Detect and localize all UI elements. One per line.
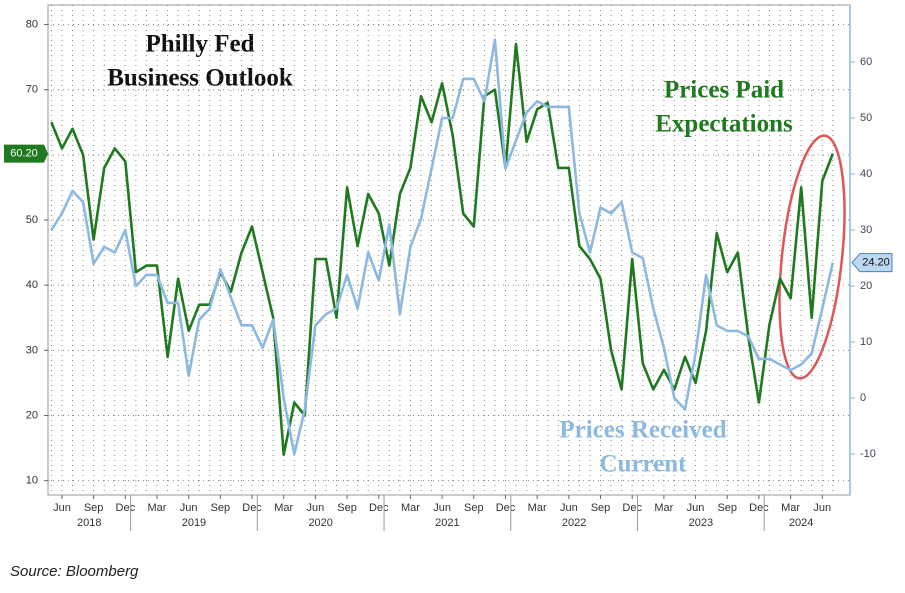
highlight-ellipse	[778, 134, 846, 380]
year-label: 2024	[789, 517, 813, 529]
series-label: Prices Received	[559, 417, 726, 444]
y2-tick-label: 0	[860, 392, 866, 404]
chart-title: Business Outlook	[107, 65, 293, 92]
x-tick-label: Dec	[242, 502, 262, 514]
y2-tick-label: 60	[860, 56, 872, 68]
y-tick-label: 10	[26, 475, 38, 487]
x-tick-label: Sep	[211, 502, 231, 514]
x-tick-label: Jun	[687, 502, 705, 514]
y2-tick-label: 10	[860, 336, 872, 348]
year-label: 2022	[562, 517, 586, 529]
year-label: 2020	[308, 517, 332, 529]
x-tick-label: Dec	[369, 502, 389, 514]
year-label: 2023	[689, 517, 713, 529]
y2-tick-label: 40	[860, 168, 872, 180]
x-tick-label: Jun	[180, 502, 198, 514]
y-tick-label: 70	[26, 84, 38, 96]
chart-title: Philly Fed	[145, 31, 254, 58]
year-label: 2021	[435, 517, 459, 529]
x-tick-label: Jun	[53, 502, 71, 514]
y-tick-label: 30	[26, 344, 38, 356]
x-tick-label: Mar	[274, 502, 293, 514]
y-tick-label: 50	[26, 214, 38, 226]
x-tick-label: Jun	[813, 502, 831, 514]
y2-tick-label: 20	[860, 280, 872, 292]
series-label: Current	[599, 451, 687, 478]
series-label: Prices Paid	[664, 77, 784, 104]
y2-tick-label: -10	[860, 448, 876, 460]
value-tag	[4, 144, 48, 163]
line-series	[50, 42, 835, 456]
year-label: 2019	[182, 517, 206, 529]
x-tick-label: Sep	[464, 502, 484, 514]
line-series	[50, 38, 835, 456]
value-label: 60.20	[10, 147, 38, 159]
x-tick-label: Jun	[307, 502, 325, 514]
x-tick-label: Mar	[401, 502, 420, 514]
x-tick-label: Jun	[560, 502, 578, 514]
x-tick-label: Mar	[654, 502, 673, 514]
x-tick-label: Sep	[84, 502, 104, 514]
x-tick-label: Dec	[496, 502, 516, 514]
year-label: 2018	[77, 517, 101, 529]
x-tick-label: Mar	[148, 502, 167, 514]
x-tick-label: Mar	[781, 502, 800, 514]
y2-tick-label: 30	[860, 224, 872, 236]
y2-tick-label: 50	[860, 112, 872, 124]
x-tick-label: Dec	[116, 502, 136, 514]
y-tick-label: 40	[26, 279, 38, 291]
source: Source: Bloomberg	[10, 563, 139, 580]
x-tick-label: Jun	[433, 502, 451, 514]
x-tick-label: Dec	[749, 502, 769, 514]
value-tag	[851, 253, 893, 273]
y-tick-label: 80	[26, 18, 38, 30]
x-tick-label: Sep	[717, 502, 737, 514]
x-tick-label: Mar	[528, 502, 547, 514]
x-tick-label: Sep	[337, 502, 357, 514]
value-label: 24.20	[862, 257, 890, 269]
series-label: Expectations	[655, 111, 793, 138]
y-tick-label: 20	[26, 409, 38, 421]
x-tick-label: Dec	[622, 502, 642, 514]
x-tick-label: Sep	[591, 502, 611, 514]
